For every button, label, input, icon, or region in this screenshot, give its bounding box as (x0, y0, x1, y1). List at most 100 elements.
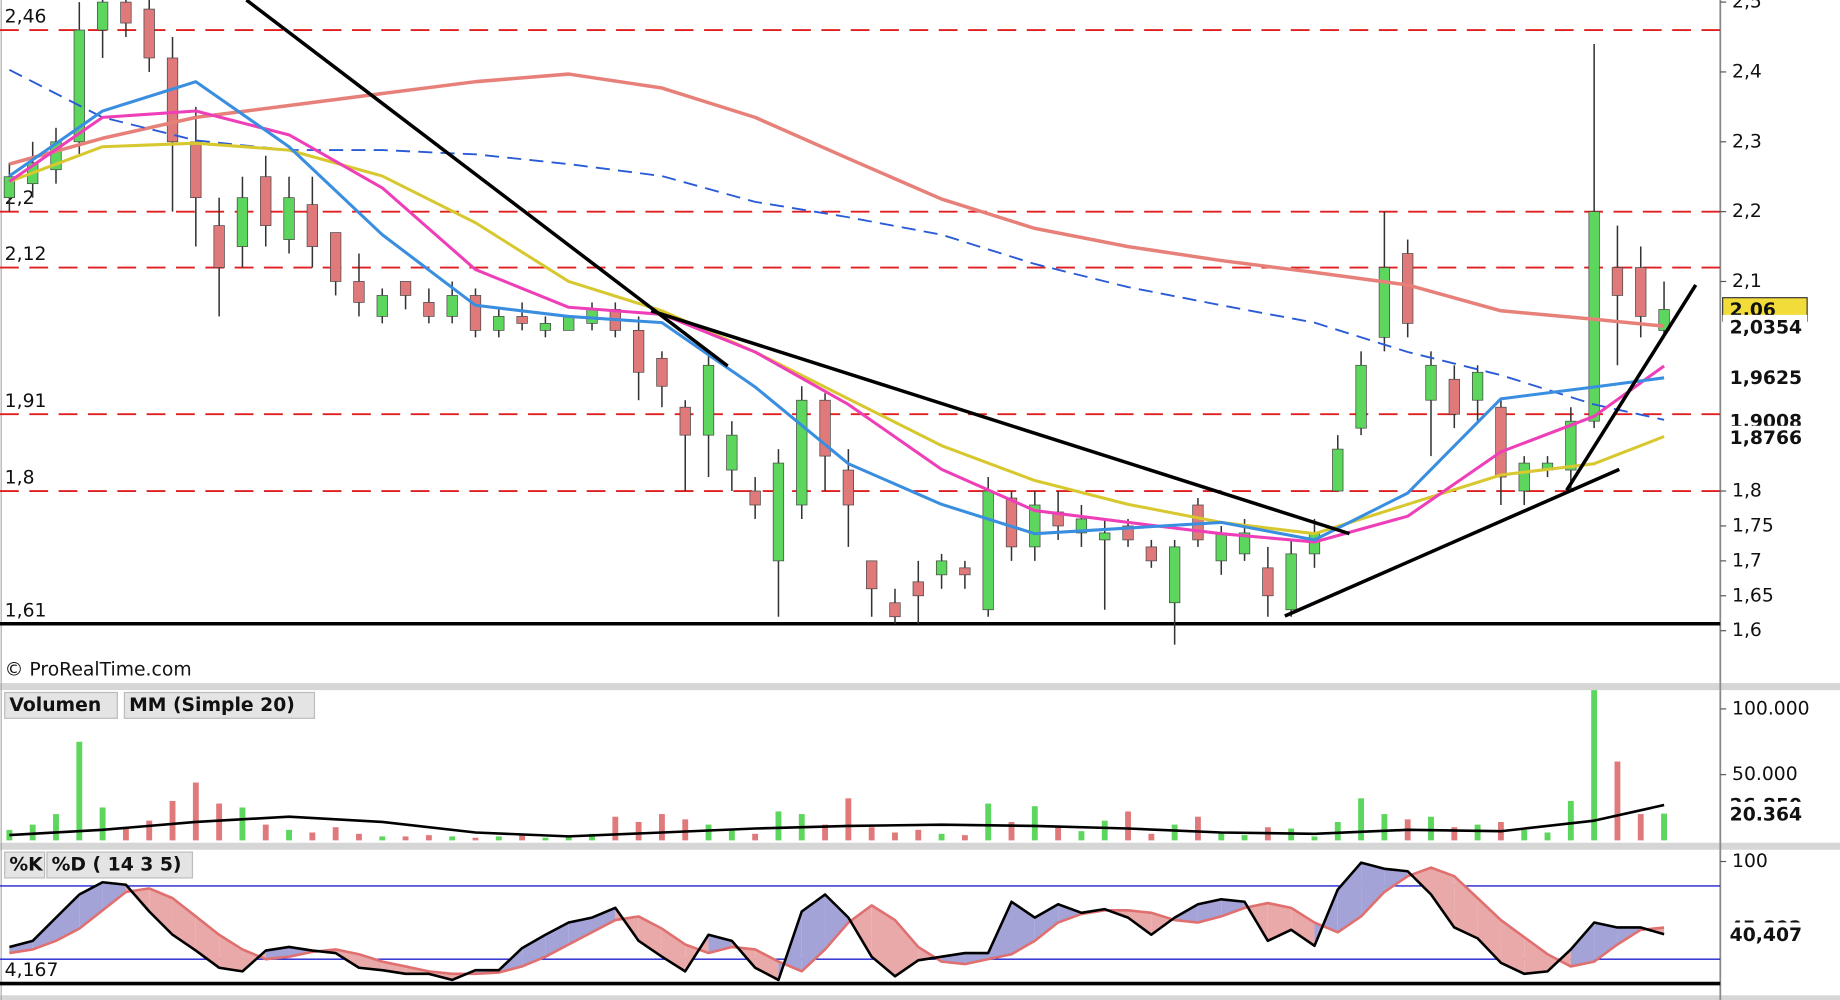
candle-body (772, 462, 785, 562)
candle-body (1122, 525, 1134, 541)
candle-body (749, 490, 761, 506)
kd-fill (1594, 922, 1618, 962)
candle-body (260, 176, 272, 226)
volume-bar (472, 837, 479, 841)
kd-fill (871, 905, 895, 977)
y-tick-label: 1,8 (1732, 481, 1762, 502)
candle-body (1332, 448, 1344, 492)
volume-bar (332, 827, 339, 841)
candle-body (236, 197, 249, 247)
volume-bar (286, 829, 292, 841)
candle-body (73, 29, 85, 143)
legend-box (46, 851, 194, 879)
candle-body (1635, 267, 1647, 317)
kd-fill (219, 934, 243, 972)
volume-bar (192, 782, 199, 841)
stochastic-panel (0, 861, 1721, 986)
candle-body (679, 406, 691, 436)
kd-fill (545, 922, 569, 957)
level-label: 1,8 (5, 468, 35, 489)
axes: 2,52,42,32,22,11,81,751,71,651,62,062,03… (4, 0, 1810, 981)
kd-fill (568, 917, 593, 945)
candle-body (1169, 546, 1181, 604)
candle-body (1495, 406, 1507, 478)
volume-bar (495, 836, 502, 841)
kd-fill (149, 888, 173, 935)
candle-body (1238, 532, 1251, 555)
trend-line (1284, 467, 1621, 618)
volume-bar (682, 819, 689, 841)
candle-body (1471, 371, 1484, 401)
candle-body (796, 399, 808, 506)
panel-separator (0, 842, 1840, 850)
annotation: 4,167 (5, 960, 59, 981)
value-tag-label: 40,407 (1730, 925, 1802, 946)
candle-body (1658, 309, 1670, 331)
volume-bar (449, 836, 456, 841)
volume-bar (76, 741, 83, 841)
volume-bar (1125, 811, 1131, 841)
volume-bar (262, 824, 269, 841)
candle-body (935, 560, 948, 576)
kd-fill (1128, 910, 1152, 935)
kd-fill (1058, 904, 1082, 923)
volume-bar (1334, 821, 1341, 841)
y-tick-label: 1,65 (1732, 585, 1774, 606)
candle-body (1029, 504, 1041, 548)
kd-fill (661, 928, 686, 972)
candle-body (819, 399, 831, 457)
volume-bar (1195, 816, 1201, 841)
volume-bar (1567, 800, 1574, 841)
legend-label: MM (Simple 20) (129, 695, 295, 716)
candle-body (842, 469, 855, 506)
value-tag (1722, 425, 1808, 450)
volume-bar (589, 833, 595, 841)
volume-bar (565, 836, 572, 841)
legend-label: Volumen (9, 695, 101, 716)
kd-fill (1361, 862, 1385, 917)
volume-bar (1311, 836, 1318, 841)
candle-body (1005, 497, 1018, 548)
level-label: 2,12 (5, 244, 47, 265)
line-series (8, 109, 1665, 544)
candle-body (516, 316, 528, 324)
y-tick-label: 1,75 (1732, 515, 1774, 536)
volume-bar (658, 814, 665, 841)
candle-body (1215, 532, 1227, 562)
volume-bar (752, 833, 759, 841)
volume-bar (635, 821, 642, 841)
y-tick-label: 50.000 (1732, 764, 1798, 785)
legend-box (4, 851, 46, 879)
value-tag-label: 20.364 (1730, 804, 1802, 825)
line-series (9, 866, 1665, 976)
candle-body (912, 581, 924, 597)
y-tick-label: 100.000 (1732, 698, 1810, 719)
volume-bar (1218, 832, 1225, 841)
legend-box (123, 691, 316, 719)
volume-bar (705, 824, 712, 841)
volume-bar (1451, 827, 1458, 841)
volume-bar (1381, 814, 1388, 841)
volume-bar (775, 811, 782, 841)
kd-fill (801, 894, 826, 972)
volume-bar (122, 827, 129, 841)
value-tag (1722, 314, 1808, 339)
y-tick-label: 2,1 (1732, 271, 1762, 292)
panel-separator (0, 683, 1840, 691)
volume-bar (356, 833, 362, 841)
candle-body (1262, 567, 1274, 597)
volume-bar (425, 835, 432, 841)
candle-body (889, 602, 901, 618)
volume-bar (6, 829, 13, 841)
kd-fill (1524, 937, 1548, 974)
candle-body (96, 1, 109, 31)
volume-bar (961, 835, 968, 841)
candle-body (1378, 267, 1391, 338)
credit: © ProRealTime.com (5, 660, 192, 681)
price-panel: 2,462,22,121,911,81,61 (0, 0, 1721, 645)
kd-fill (1221, 899, 1245, 917)
volume-bar (1101, 820, 1108, 841)
volume-bar (1637, 814, 1644, 841)
volume-bar (892, 832, 898, 841)
